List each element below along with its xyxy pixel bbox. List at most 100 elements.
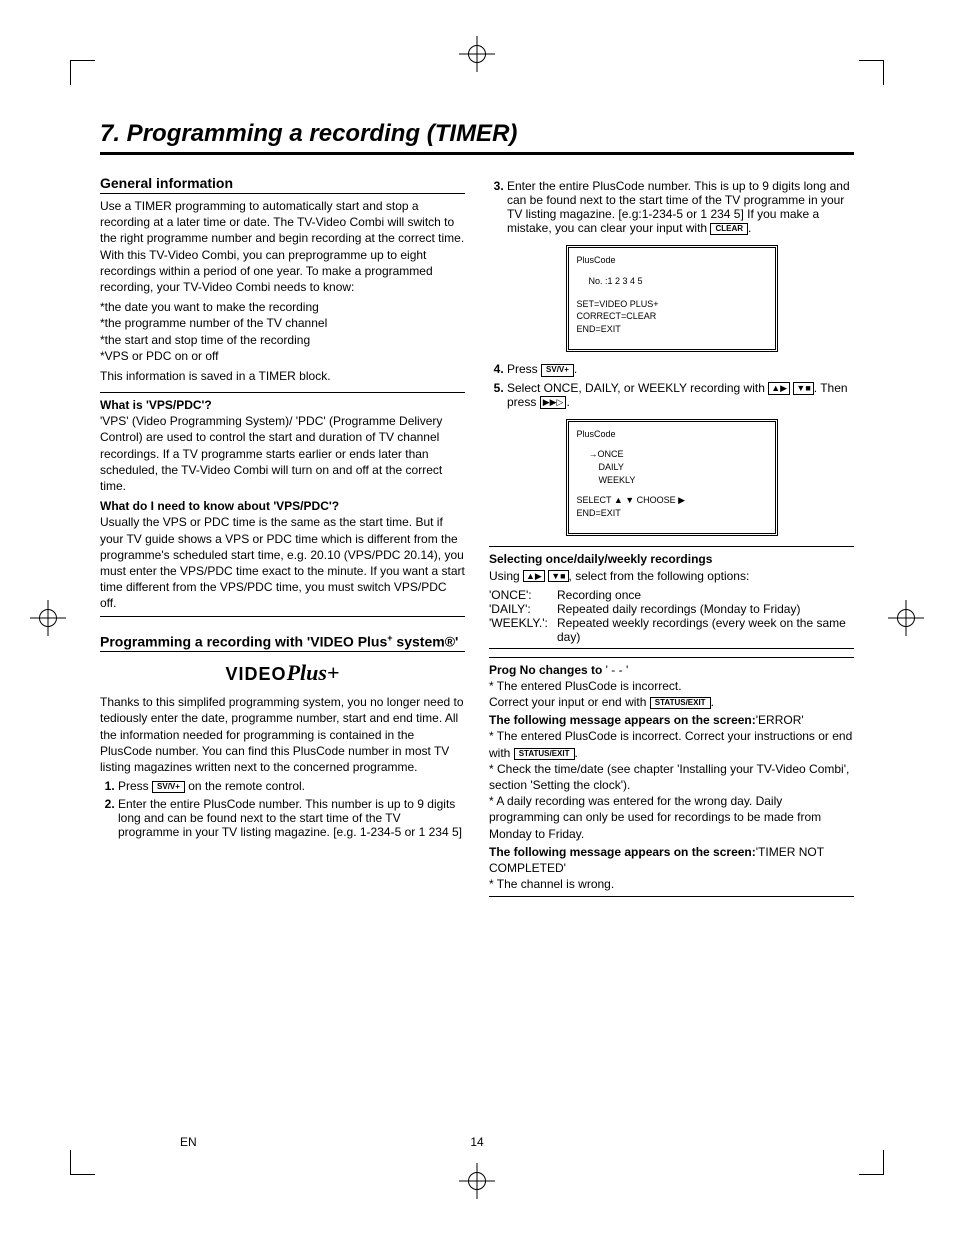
crop-mark: [70, 60, 95, 85]
option-value: Recording once: [557, 588, 854, 602]
left-column: General information Use a TIMER programm…: [100, 175, 465, 905]
status-exit-button-label: STATUS/EXIT: [650, 697, 711, 709]
ff-arrow-icon: ▶▶▷: [540, 396, 567, 409]
registration-mark: [459, 36, 495, 72]
info-box-vps: What is 'VPS/PDC'? 'VPS' (Video Programm…: [100, 392, 465, 616]
paragraph: * Check the time/date (see chapter 'Inst…: [489, 761, 854, 793]
paragraph: The following message appears on the scr…: [489, 844, 854, 876]
step-text: .: [574, 362, 577, 376]
step-text: Enter the entire PlusCode number. This i…: [507, 179, 850, 235]
step-text: .: [748, 221, 751, 235]
osd-title: PlusCode: [577, 428, 767, 441]
step-1: Press SV/V+ on the remote control.: [118, 779, 465, 793]
osd-line: CORRECT=CLEAR: [577, 310, 767, 323]
step-text: .: [566, 395, 569, 409]
option-table: 'ONCE': Recording once 'DAILY': Repeated…: [489, 588, 854, 644]
paragraph: * The entered PlusCode is incorrect. Cor…: [489, 728, 854, 760]
two-column-layout: General information Use a TIMER programm…: [100, 175, 854, 905]
step-list-cont: Enter the entire PlusCode number. This i…: [489, 179, 854, 235]
language-code: EN: [180, 1135, 197, 1149]
paragraph: Correct your input or end with STATUS/EX…: [489, 694, 854, 710]
osd-line: END=EXIT: [577, 323, 767, 336]
bold-text: The following message appears on the scr…: [489, 845, 756, 859]
step-4: Press SV/V+.: [507, 362, 854, 376]
text: 'ERROR': [756, 713, 804, 727]
osd-title: PlusCode: [577, 254, 767, 267]
box-heading: What is 'VPS/PDC'?: [100, 398, 212, 412]
paragraph: Thanks to this simplifed programming sys…: [100, 694, 465, 775]
status-exit-button-label: STATUS/EXIT: [514, 748, 575, 760]
step-text: Press: [507, 362, 541, 376]
step-list: Press SV/V+ on the remote control. Enter…: [100, 779, 465, 839]
osd-screen-frequency: PlusCode →ONCE DAILY WEEKLY SELECT ▲ ▼ C…: [566, 419, 778, 537]
osd-line: No. :1 2 3 4 5: [589, 275, 767, 288]
paragraph: Usually the VPS or PDC time is the same …: [100, 514, 465, 611]
text: Using: [489, 569, 523, 583]
svv-button-label: SV/V+: [541, 364, 574, 376]
clear-button-label: CLEAR: [710, 223, 748, 235]
step-3: Enter the entire PlusCode number. This i…: [507, 179, 854, 235]
paragraph: * A daily recording was entered for the …: [489, 793, 854, 842]
step-2: Enter the entire PlusCode number. This n…: [118, 797, 465, 839]
video-plus-logo: VIDEOPlus+: [100, 660, 465, 686]
bullet: *the date you want to make the recording: [100, 299, 465, 315]
registration-mark: [459, 1163, 495, 1199]
down-arrow-icon: ▼■: [548, 570, 568, 583]
page-number: 14: [470, 1135, 483, 1149]
box-heading: Selecting once/daily/weekly recordings: [489, 552, 712, 566]
svv-button-label: SV/V+: [152, 781, 185, 793]
logo-script: Plus+: [287, 660, 340, 685]
text: , select from the following options:: [569, 569, 750, 583]
text: Correct your input or end with: [489, 695, 650, 709]
heading-text: system®': [393, 633, 459, 649]
paragraph: 'VPS' (Video Programming System)/ 'PDC' …: [100, 413, 465, 494]
osd-line: SET=VIDEO PLUS+: [577, 298, 767, 311]
box-heading: What do I need to know about 'VPS/PDC'?: [100, 499, 339, 513]
registration-mark: [888, 600, 924, 636]
crop-mark: [859, 1150, 884, 1175]
info-box-errors: Prog No changes to ' - - ' * The entered…: [489, 657, 854, 898]
bullet: *the start and stop time of the recordin…: [100, 332, 465, 348]
heading-video-plus: Programming a recording with 'VIDEO Plus…: [100, 633, 465, 652]
up-arrow-icon: ▲▶: [523, 570, 545, 583]
bold-text: The following message appears on the scr…: [489, 713, 756, 727]
paragraph: The following message appears on the scr…: [489, 712, 854, 728]
osd-line: SELECT ▲ ▼ CHOOSE ▶: [577, 494, 767, 507]
crop-mark: [70, 1150, 95, 1175]
paragraph: * The channel is wrong.: [489, 876, 854, 892]
bullet: *the programme number of the TV channel: [100, 315, 465, 331]
osd-screen-pluscode: PlusCode No. :1 2 3 4 5 SET=VIDEO PLUS+ …: [566, 245, 778, 352]
option-value: Repeated daily recordings (Monday to Fri…: [557, 602, 854, 616]
text: .: [711, 695, 714, 709]
paragraph: This information is saved in a TIMER blo…: [100, 368, 465, 384]
text: .: [575, 746, 578, 760]
osd-option: WEEKLY: [599, 474, 767, 487]
registration-mark: [30, 600, 66, 636]
heading-general-info: General information: [100, 175, 465, 194]
up-arrow-icon: ▲▶: [768, 382, 790, 395]
manual-page: 7. Programming a recording (TIMER) Gener…: [0, 0, 954, 1235]
bullet: *VPS or PDC on or off: [100, 348, 465, 364]
paragraph: Use a TIMER programming to automatically…: [100, 198, 465, 295]
option-key: 'ONCE':: [489, 588, 553, 602]
option-key: 'DAILY':: [489, 602, 553, 616]
heading-text: Programming a recording with 'VIDEO Plus: [100, 633, 387, 649]
page-footer: EN 14: [0, 1135, 954, 1149]
text: ' - - ': [602, 663, 628, 677]
page-title: 7. Programming a recording (TIMER): [100, 120, 854, 155]
box-heading: Prog No changes to: [489, 663, 602, 677]
down-arrow-icon: ▼■: [793, 382, 813, 395]
osd-option: →ONCE: [589, 448, 767, 461]
step-list-cont2: Press SV/V+. Select ONCE, DAILY, or WEEK…: [489, 362, 854, 408]
step-text: Press: [118, 779, 152, 793]
step-text: on the remote control.: [185, 779, 305, 793]
option-key: 'WEEKLY.':: [489, 616, 553, 644]
option-value: Repeated weekly recordings (every week o…: [557, 616, 854, 644]
osd-option: DAILY: [599, 461, 767, 474]
step-text: Select ONCE, DAILY, or WEEKLY recording …: [507, 381, 768, 395]
osd-line: END=EXIT: [577, 507, 767, 520]
paragraph: * The entered PlusCode is incorrect.: [489, 678, 854, 694]
step-5: Select ONCE, DAILY, or WEEKLY recording …: [507, 381, 854, 409]
info-box-frequency: Selecting once/daily/weekly recordings U…: [489, 546, 854, 648]
box-heading-line: Prog No changes to ' - - ': [489, 662, 854, 678]
